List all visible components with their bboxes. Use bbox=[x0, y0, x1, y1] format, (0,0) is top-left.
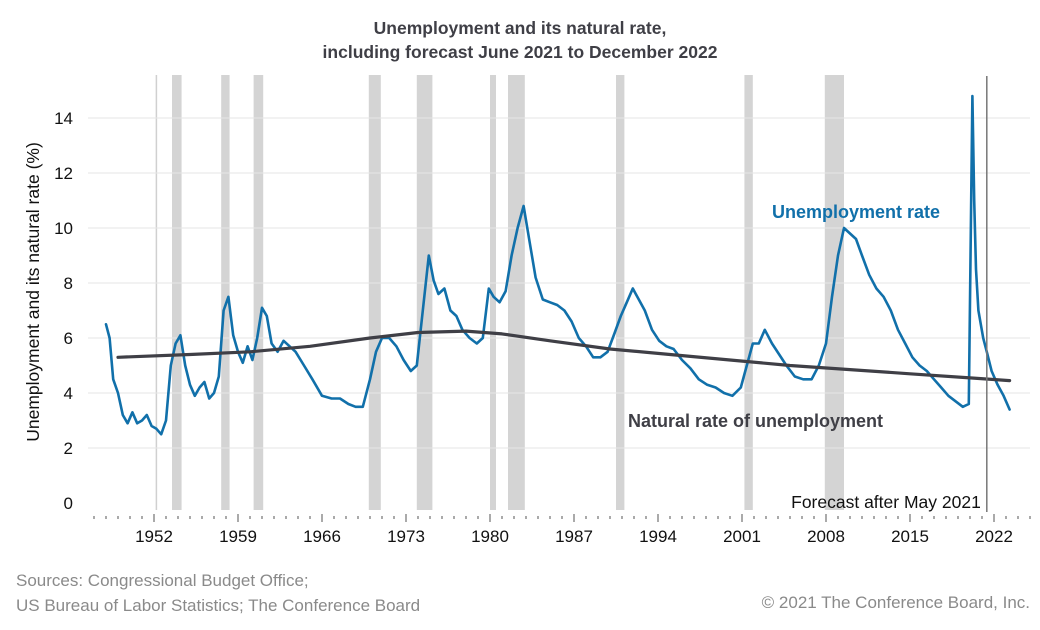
y-tick-label: 14 bbox=[54, 109, 73, 128]
unemployment-rate-line bbox=[104, 94, 1011, 436]
x-tick-label: 2008 bbox=[807, 527, 845, 546]
y-tick-label: 8 bbox=[64, 274, 73, 293]
sources-note: Sources: Congressional Budget Office; US… bbox=[16, 568, 420, 618]
y-tick-labels: 0 2 4 6 8 10 12 14 bbox=[54, 109, 73, 513]
x-tick-label: 2015 bbox=[891, 527, 929, 546]
recession-band bbox=[368, 75, 381, 510]
x-tick-label: 2022 bbox=[975, 527, 1013, 546]
recession-band bbox=[508, 75, 525, 510]
y-tick-label: 4 bbox=[64, 384, 73, 403]
unemployment-rate-label: Unemployment rate bbox=[772, 202, 940, 222]
y-tick-label: 0 bbox=[64, 494, 73, 513]
x-tick-label: 1973 bbox=[387, 527, 425, 546]
y-axis-label: Unemployment and its natural rate (%) bbox=[23, 142, 43, 442]
recession-band bbox=[824, 75, 844, 510]
recession-band bbox=[616, 75, 625, 510]
recession-band bbox=[490, 75, 496, 510]
sources-line-2: US Bureau of Labor Statistics; The Confe… bbox=[16, 596, 421, 615]
chart-subtitle: including forecast June 2021 to December… bbox=[322, 42, 718, 62]
copyright: © 2021 The Conference Board, Inc. bbox=[761, 593, 1030, 612]
x-tick-label: 1994 bbox=[639, 527, 677, 546]
sources-line-1: Sources: Congressional Budget Office; bbox=[16, 571, 309, 590]
chart-title: Unemployment and its natural rate, bbox=[373, 18, 667, 38]
x-tick-label: 1980 bbox=[471, 527, 509, 546]
chart-title-block: Unemployment and its natural rate, inclu… bbox=[0, 16, 1040, 64]
x-tick-labels: 1952 1959 1966 1973 1980 1987 1994 2001 2008 2015… bbox=[93, 514, 1031, 546]
natural-rate-label: Natural rate of unemployment bbox=[628, 411, 883, 431]
x-tick-label: 1959 bbox=[219, 527, 257, 546]
y-tick-label: 6 bbox=[64, 329, 73, 348]
recession-band bbox=[253, 75, 264, 510]
y-tick-label: 2 bbox=[64, 439, 73, 458]
natural-rate-line bbox=[116, 329, 1012, 383]
recession-band bbox=[221, 75, 230, 510]
recession-bands bbox=[155, 75, 844, 510]
recession-band bbox=[744, 75, 753, 510]
x-tick-label: 2001 bbox=[723, 527, 761, 546]
series-lines bbox=[104, 94, 1012, 436]
x-tick-label: 1987 bbox=[555, 527, 593, 546]
recession-band bbox=[172, 75, 182, 510]
y-tick-label: 10 bbox=[54, 219, 73, 238]
x-tick-label: 1966 bbox=[303, 527, 341, 546]
forecast-label: Forecast after May 2021 bbox=[791, 492, 981, 512]
y-tick-label: 12 bbox=[54, 164, 73, 183]
x-tick-label: 1952 bbox=[135, 527, 173, 546]
annotations: Forecast after May 2021 Unemployment rate… bbox=[628, 76, 988, 512]
